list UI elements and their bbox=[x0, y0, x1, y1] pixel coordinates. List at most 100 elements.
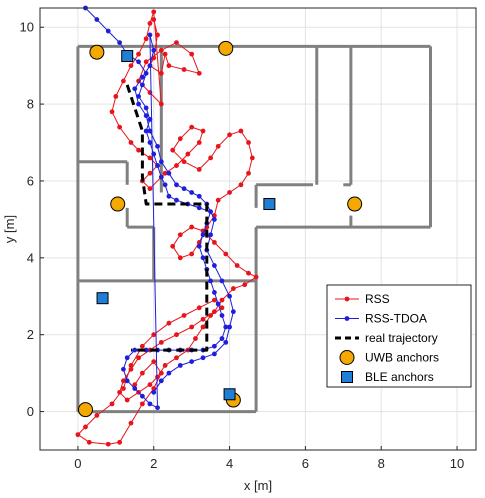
rss-tdoa-point bbox=[158, 378, 164, 384]
x-axis-label: x [m] bbox=[244, 478, 272, 493]
rss-point bbox=[147, 170, 153, 176]
rss-tdoa-point bbox=[181, 186, 187, 192]
rss-tdoa-point bbox=[208, 209, 214, 215]
uwb-anchor-marker bbox=[110, 196, 126, 212]
rss-tdoa-point bbox=[139, 74, 145, 80]
rss-tdoa-point bbox=[200, 255, 206, 261]
rss-point bbox=[75, 432, 81, 438]
rss-point bbox=[219, 305, 225, 311]
rss-point bbox=[166, 63, 172, 69]
rss-point bbox=[121, 378, 126, 384]
rss-tdoa-point bbox=[132, 386, 138, 391]
rss-point bbox=[246, 170, 251, 176]
rss-tdoa-point bbox=[174, 197, 179, 203]
x-tick-label: 2 bbox=[150, 456, 157, 471]
rss-point bbox=[212, 297, 217, 303]
rss-tdoa-point bbox=[147, 140, 153, 145]
rss-tdoa-point bbox=[208, 278, 214, 284]
rss-point bbox=[151, 9, 157, 15]
legend-label: RSS bbox=[365, 292, 390, 306]
rss-point bbox=[196, 305, 202, 311]
rss-tdoa-point bbox=[117, 40, 123, 45]
rss-tdoa-point bbox=[158, 174, 164, 180]
rss-tdoa-point bbox=[132, 86, 138, 92]
rss-tdoa-point bbox=[155, 163, 160, 168]
rss-point bbox=[158, 47, 164, 53]
rss-point bbox=[215, 197, 221, 203]
rss-point bbox=[227, 190, 232, 195]
rss-point bbox=[162, 363, 168, 368]
rss-tdoa-point bbox=[147, 128, 153, 134]
rss-tdoa-point bbox=[219, 278, 225, 284]
y-tick-label: 0 bbox=[27, 404, 34, 419]
rss-point bbox=[113, 94, 119, 99]
ble-anchor-marker bbox=[121, 50, 134, 63]
rss-point bbox=[124, 397, 130, 403]
rss-tdoa-point bbox=[223, 339, 229, 345]
rss-point bbox=[128, 420, 134, 426]
rss-point bbox=[170, 243, 176, 249]
rss-point bbox=[196, 140, 202, 145]
x-tick-label: 10 bbox=[450, 456, 464, 471]
rss-tdoa-point bbox=[196, 243, 202, 249]
rss-tdoa-point bbox=[166, 370, 172, 376]
rss-tdoa-point bbox=[189, 190, 195, 195]
rss-point bbox=[136, 147, 141, 153]
rss-tdoa-point bbox=[174, 182, 179, 188]
rss-tdoa-point bbox=[212, 351, 217, 357]
rss-tdoa-point bbox=[139, 393, 145, 399]
rss-tdoa-point bbox=[94, 17, 100, 22]
real-trajectory-line bbox=[125, 84, 209, 352]
rss-tdoa-point bbox=[124, 378, 130, 384]
rss-tdoa-point bbox=[136, 94, 141, 99]
rss-tdoa-point bbox=[139, 82, 145, 88]
rss-point bbox=[193, 336, 198, 341]
rss-point bbox=[109, 109, 115, 115]
legend-marker bbox=[341, 371, 353, 383]
rss-point bbox=[109, 401, 115, 407]
rss-tdoa-point bbox=[215, 301, 221, 307]
rss-point bbox=[189, 224, 195, 230]
rss-point bbox=[158, 339, 164, 345]
floor-plan-walls bbox=[76, 44, 433, 414]
rss-point bbox=[147, 155, 153, 161]
rss-tdoa-point bbox=[147, 63, 153, 69]
rss-tdoa-point bbox=[166, 193, 172, 199]
rss-line bbox=[77, 11, 257, 445]
rss-tdoa-point bbox=[208, 232, 214, 238]
rss-point bbox=[158, 70, 164, 76]
uwb-anchor-marker bbox=[218, 40, 234, 56]
rss-point bbox=[170, 147, 176, 153]
rss-point bbox=[174, 355, 179, 361]
x-tick-label: 6 bbox=[302, 456, 309, 471]
rss-point bbox=[143, 36, 149, 42]
rss-point bbox=[147, 382, 153, 388]
rss-point bbox=[200, 128, 206, 134]
rss-point bbox=[162, 51, 168, 57]
uwb-anchor-marker bbox=[89, 44, 105, 60]
rss-tdoa-point bbox=[200, 232, 206, 238]
rss-point bbox=[128, 366, 134, 372]
rss-point bbox=[174, 163, 179, 168]
legend-label: RSS-TDOA bbox=[365, 312, 427, 326]
rss-point bbox=[189, 124, 195, 130]
rss-tdoa-point bbox=[143, 113, 149, 119]
rss-point bbox=[83, 424, 88, 430]
axes-box bbox=[39, 7, 477, 451]
rss-tdoa-point bbox=[147, 117, 153, 122]
rss-point bbox=[136, 51, 141, 57]
rss-point bbox=[212, 309, 217, 315]
uwb-anchor-marker bbox=[347, 196, 363, 212]
y-axis-label: y [m] bbox=[2, 215, 17, 243]
rss-point bbox=[227, 132, 232, 138]
rss-tdoa-point bbox=[212, 216, 217, 222]
rss-tdoa-point bbox=[196, 193, 202, 199]
rss-point bbox=[242, 282, 248, 288]
y-tick-label: 2 bbox=[27, 327, 34, 342]
rss-tdoa-point bbox=[212, 263, 217, 268]
legend: RSS RSS-TDOA real trajectory UWB anchors BLE… bbox=[326, 284, 472, 388]
rss-tdoa-point bbox=[151, 389, 157, 395]
rss-point bbox=[177, 232, 183, 238]
rss-tdoa-point bbox=[212, 290, 217, 295]
